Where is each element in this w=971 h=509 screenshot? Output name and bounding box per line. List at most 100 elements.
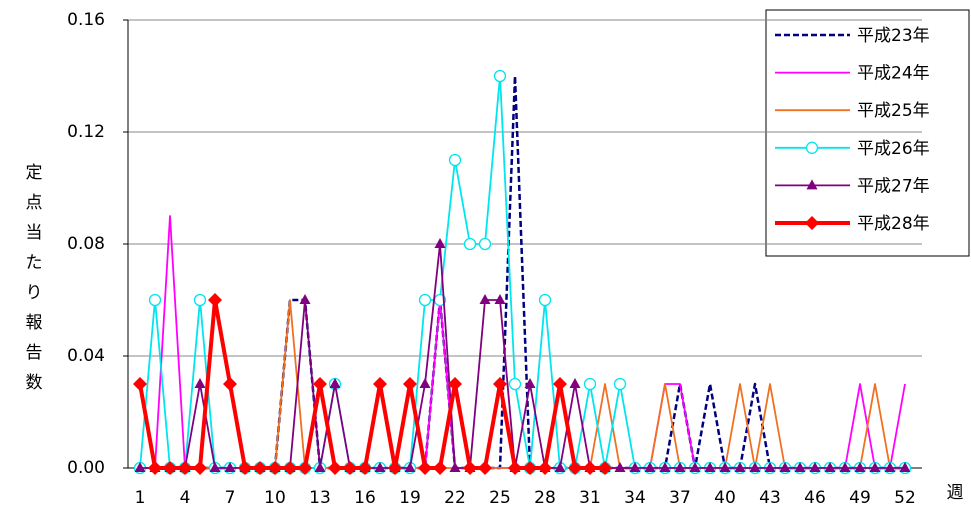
- point: [374, 462, 386, 472]
- point: [373, 377, 387, 391]
- point: [478, 461, 492, 475]
- point: [704, 462, 716, 472]
- legend-label: 平成27年: [857, 176, 930, 196]
- point: [253, 461, 267, 475]
- point: [133, 377, 147, 391]
- point: [583, 377, 597, 391]
- point: [223, 377, 237, 391]
- point: [869, 462, 881, 472]
- point: [314, 462, 326, 472]
- point: [805, 141, 819, 154]
- point: [178, 461, 192, 475]
- legend-label: 平成24年: [857, 64, 930, 84]
- x-tick-label: 22: [444, 488, 466, 508]
- point: [674, 462, 686, 472]
- point: [689, 462, 701, 472]
- y-tick-label: 0.16: [67, 10, 105, 30]
- legend-label: 平成23年: [857, 26, 930, 46]
- y-tick-label: 0.00: [67, 458, 105, 478]
- point: [478, 237, 492, 251]
- point: [508, 377, 522, 391]
- x-tick-label: 37: [669, 488, 691, 508]
- point: [644, 462, 656, 472]
- point: [194, 378, 206, 388]
- x-tick-label: 31: [579, 488, 601, 508]
- point: [404, 462, 416, 472]
- point: [524, 378, 536, 388]
- x-tick-label: 40: [714, 488, 736, 508]
- point: [764, 462, 776, 472]
- y-tick-label: 0.08: [67, 234, 105, 254]
- point: [268, 461, 282, 475]
- point: [824, 462, 836, 472]
- point: [298, 461, 312, 475]
- y-axis-label-char: 報: [26, 313, 43, 333]
- x-tick-label: 1: [135, 488, 146, 508]
- point: [629, 462, 641, 472]
- point: [358, 461, 372, 475]
- point: [418, 293, 432, 307]
- x-tick-label: 25: [489, 488, 511, 508]
- legend-box: [765, 9, 970, 257]
- y-axis-label-char: た: [26, 253, 43, 273]
- x-axis-label: 週: [947, 483, 964, 503]
- point: [749, 462, 761, 472]
- legend-label: 平成26年: [857, 139, 930, 159]
- point: [479, 294, 491, 304]
- x-tick-label: 10: [264, 488, 286, 508]
- x-tick-label: 43: [759, 488, 781, 508]
- point: [328, 461, 342, 475]
- point: [538, 461, 552, 475]
- x-tick-label: 16: [354, 488, 376, 508]
- point: [403, 377, 417, 391]
- x-tick-label: 34: [624, 488, 646, 508]
- y-axis-label-char: 定: [26, 163, 43, 183]
- x-tick-label: 4: [180, 488, 191, 508]
- x-tick-label: 28: [534, 488, 556, 508]
- y-tick-label: 0.04: [67, 346, 105, 366]
- point: [329, 378, 341, 388]
- point: [884, 462, 896, 472]
- x-tick-label: 13: [309, 488, 331, 508]
- point: [343, 461, 357, 475]
- point: [523, 461, 537, 475]
- y-tick-label: 0.12: [67, 122, 105, 142]
- point: [839, 462, 851, 472]
- point: [493, 69, 507, 83]
- x-tick-label: 52: [894, 488, 916, 508]
- point: [806, 179, 818, 190]
- point: [494, 294, 506, 304]
- point: [313, 377, 327, 391]
- point: [433, 461, 447, 475]
- point: [419, 378, 431, 388]
- point: [449, 462, 461, 472]
- point: [193, 293, 207, 307]
- point: [583, 461, 597, 475]
- point: [209, 462, 221, 472]
- point: [463, 461, 477, 475]
- point: [388, 461, 402, 475]
- point: [238, 461, 252, 475]
- point: [448, 153, 462, 167]
- point: [134, 462, 146, 472]
- point: [554, 462, 566, 472]
- series-line: [140, 299, 905, 469]
- point: [598, 461, 612, 475]
- point: [508, 461, 522, 475]
- point: [734, 462, 746, 472]
- point: [805, 216, 819, 230]
- point: [659, 462, 671, 472]
- y-axis-label-char: 数: [26, 373, 43, 393]
- point: [613, 377, 627, 391]
- point: [299, 294, 311, 304]
- point: [553, 377, 567, 391]
- point: [899, 462, 911, 472]
- point: [493, 377, 507, 391]
- point: [463, 237, 477, 251]
- point: [163, 461, 177, 475]
- point: [193, 461, 207, 475]
- point: [809, 462, 821, 472]
- point: [854, 462, 866, 472]
- point: [448, 377, 462, 391]
- x-tick-label: 49: [849, 488, 871, 508]
